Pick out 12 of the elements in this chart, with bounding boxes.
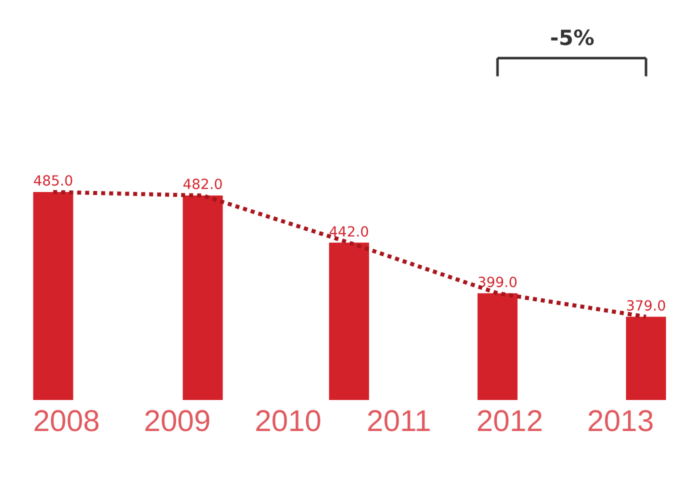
x-tick-label: 2009 (144, 405, 211, 438)
x-tick-label: 2012 (476, 405, 544, 438)
x-tick-label: 2013 (587, 405, 654, 438)
data-label: 485.0 (33, 174, 74, 190)
data-label: 399.0 (478, 274, 518, 291)
data-label: 379.0 (626, 298, 666, 314)
data-label: 482.0 (182, 177, 223, 194)
x-tick-label: 2010 (254, 405, 322, 438)
x-tick-label: 2011 (366, 405, 432, 438)
x-tick-label: 2008 (33, 405, 100, 438)
text: -5% (550, 26, 594, 50)
data-label: 442.0 (329, 224, 370, 240)
